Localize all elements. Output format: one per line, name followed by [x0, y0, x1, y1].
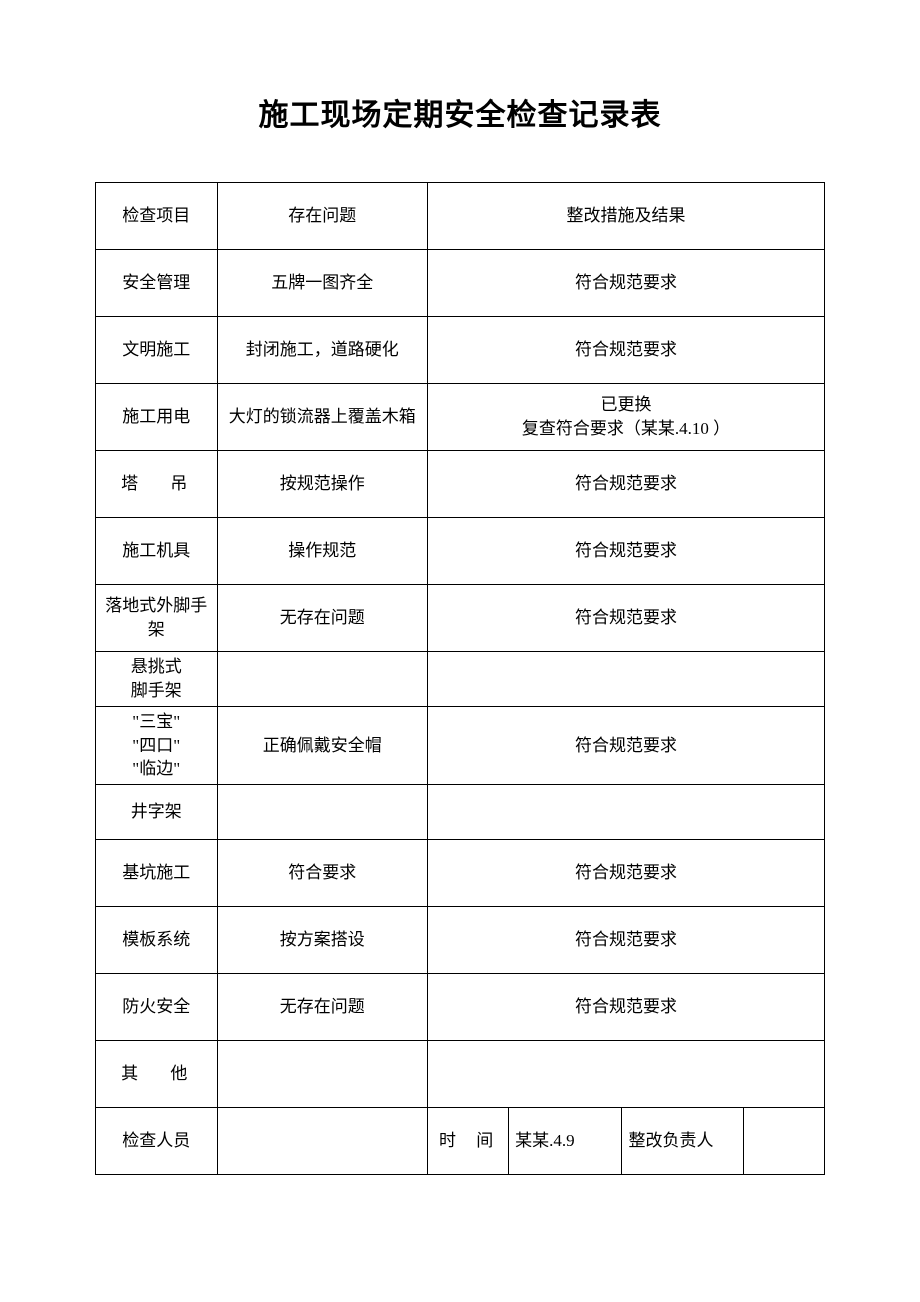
- table-row: 安全管理 五牌一图齐全 符合规范要求: [96, 250, 825, 317]
- table-row: 塔 吊 按规范操作 符合规范要求: [96, 451, 825, 518]
- cell-item: 防火安全: [96, 974, 218, 1041]
- cell-item: 塔 吊: [96, 451, 218, 518]
- cell-issue: 操作规范: [217, 518, 428, 585]
- cell-result: 符合规范要求: [428, 974, 825, 1041]
- header-result: 整改措施及结果: [428, 183, 825, 250]
- cell-item: 悬挑式 脚手架: [96, 652, 218, 707]
- cell-result: [428, 1041, 825, 1108]
- cell-item: 基坑施工: [96, 840, 218, 907]
- footer-inspector-label: 检查人员: [96, 1108, 218, 1175]
- cell-item: "三宝" "四口" "临边": [96, 707, 218, 785]
- cell-issue: 按方案搭设: [217, 907, 428, 974]
- cell-item: 安全管理: [96, 250, 218, 317]
- cell-item: 其 他: [96, 1041, 218, 1108]
- cell-issue: 按规范操作: [217, 451, 428, 518]
- table-row: "三宝" "四口" "临边" 正确佩戴安全帽 符合规范要求: [96, 707, 825, 785]
- cell-item: 落地式外脚手架: [96, 585, 218, 652]
- cell-result: [428, 785, 825, 840]
- table-row: 文明施工 封闭施工，道路硬化 符合规范要求: [96, 317, 825, 384]
- cell-item: 井字架: [96, 785, 218, 840]
- table-footer-row: 检查人员 时 间 某某.4.9 整改负责人: [96, 1108, 825, 1175]
- table-row: 井字架: [96, 785, 825, 840]
- footer-time-value: 某某.4.9: [509, 1108, 622, 1175]
- footer-responsible-label: 整改负责人: [622, 1108, 744, 1175]
- table-header-row: 检查项目 存在问题 整改措施及结果: [96, 183, 825, 250]
- cell-issue: [217, 785, 428, 840]
- cell-issue: 封闭施工，道路硬化: [217, 317, 428, 384]
- cell-result: 符合规范要求: [428, 907, 825, 974]
- table-row: 模板系统 按方案搭设 符合规范要求: [96, 907, 825, 974]
- page-title: 施工现场定期安全检查记录表: [95, 90, 825, 134]
- cell-issue: 无存在问题: [217, 585, 428, 652]
- cell-issue: 无存在问题: [217, 974, 428, 1041]
- header-issue: 存在问题: [217, 183, 428, 250]
- cell-item: 施工机具: [96, 518, 218, 585]
- cell-result: 符合规范要求: [428, 250, 825, 317]
- cell-result: 符合规范要求: [428, 840, 825, 907]
- table-row: 落地式外脚手架 无存在问题 符合规范要求: [96, 585, 825, 652]
- cell-issue: [217, 652, 428, 707]
- cell-issue: [217, 1041, 428, 1108]
- cell-item: 模板系统: [96, 907, 218, 974]
- cell-result: [428, 652, 825, 707]
- table-row: 防火安全 无存在问题 符合规范要求: [96, 974, 825, 1041]
- table-row: 悬挑式 脚手架: [96, 652, 825, 707]
- cell-result: 符合规范要求: [428, 585, 825, 652]
- cell-result: 符合规范要求: [428, 451, 825, 518]
- footer-inspector-value: [217, 1108, 428, 1175]
- footer-time-label: 时 间: [428, 1108, 509, 1175]
- table-row: 施工机具 操作规范 符合规范要求: [96, 518, 825, 585]
- cell-issue: 五牌一图齐全: [217, 250, 428, 317]
- cell-result: 已更换 复查符合要求（某某.4.10 ）: [428, 384, 825, 451]
- cell-issue: 正确佩戴安全帽: [217, 707, 428, 785]
- cell-result: 符合规范要求: [428, 707, 825, 785]
- table-row: 施工用电 大灯的锁流器上覆盖木箱 已更换 复查符合要求（某某.4.10 ）: [96, 384, 825, 451]
- cell-issue: 符合要求: [217, 840, 428, 907]
- table-row: 其 他: [96, 1041, 825, 1108]
- cell-item: 施工用电: [96, 384, 218, 451]
- cell-result: 符合规范要求: [428, 518, 825, 585]
- table-row: 基坑施工 符合要求 符合规范要求: [96, 840, 825, 907]
- footer-responsible-value: [743, 1108, 824, 1175]
- cell-result: 符合规范要求: [428, 317, 825, 384]
- inspection-table: 检查项目 存在问题 整改措施及结果 安全管理 五牌一图齐全 符合规范要求 文明施…: [95, 182, 825, 1175]
- header-item: 检查项目: [96, 183, 218, 250]
- cell-issue: 大灯的锁流器上覆盖木箱: [217, 384, 428, 451]
- cell-item: 文明施工: [96, 317, 218, 384]
